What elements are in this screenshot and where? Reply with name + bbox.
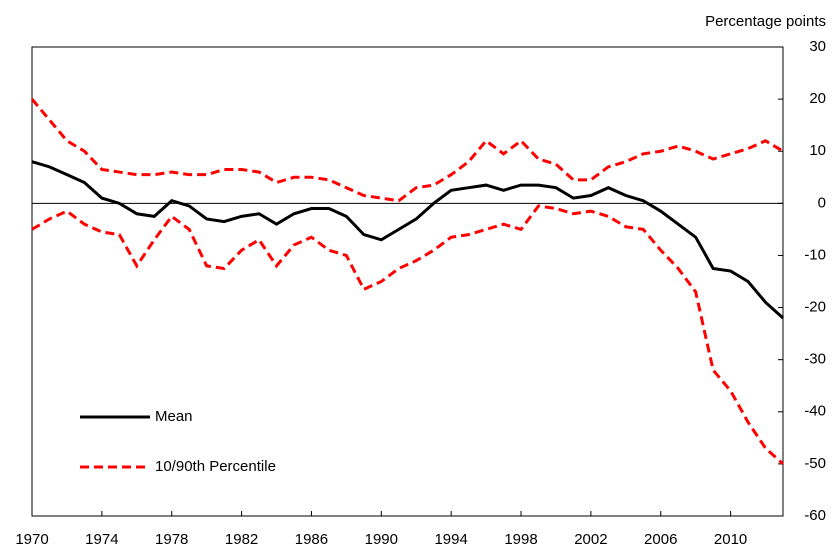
x-tick-label: 2006: [644, 531, 677, 548]
series-line: [31, 160, 785, 320]
legend-label: 10/90th Percentile: [155, 458, 276, 475]
y-axis-label: Percentage points: [705, 13, 826, 30]
y-tick-label: 20: [809, 90, 826, 107]
y-tick-label: -60: [804, 507, 826, 524]
x-tick-label: 1990: [365, 531, 398, 548]
y-tick-label: -10: [804, 246, 826, 263]
plot-frame: [31, 46, 784, 517]
series-line-lower: [31, 204, 785, 466]
legend-label: Mean: [155, 408, 193, 425]
y-tick-label: 0: [818, 194, 826, 211]
x-tick-label: 2010: [714, 531, 747, 548]
x-tick-label: 1970: [15, 531, 48, 548]
y-tick-label: 10: [809, 142, 826, 159]
x-tick-label: 1978: [155, 531, 188, 548]
x-tick-label: 1986: [295, 531, 328, 548]
y-tick-label: -50: [804, 455, 826, 472]
y-tick-label: 30: [809, 38, 826, 55]
y-tick-label: -20: [804, 299, 826, 316]
y-tick-label: -40: [804, 403, 826, 420]
x-tick-label: 1982: [225, 531, 258, 548]
y-tick-label: -30: [804, 351, 826, 368]
x-tick-label: 1974: [85, 531, 118, 548]
x-tick-label: 1998: [504, 531, 537, 548]
x-tick-label: 1994: [434, 531, 467, 548]
series-line: [30, 98, 784, 203]
x-tick-label: 2002: [574, 531, 607, 548]
